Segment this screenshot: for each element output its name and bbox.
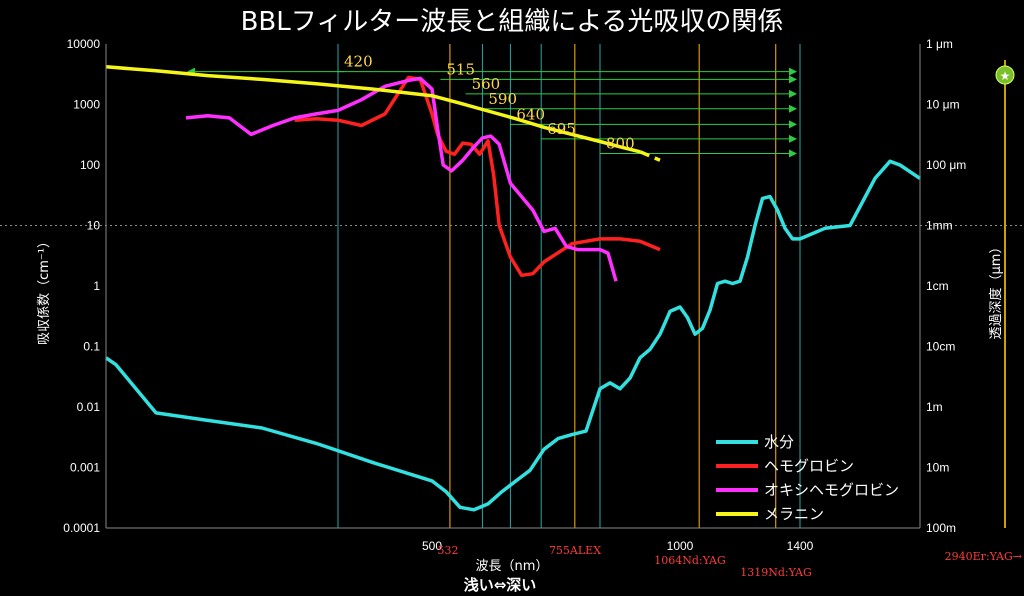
filter-label-640: 640 (516, 105, 545, 123)
filter-arrows (187, 67, 797, 158)
legend-label-0: 水分 (764, 433, 794, 451)
chart-title: BBLフィルター波長と組織による光吸収の関係 (241, 7, 784, 37)
filter-label-560: 560 (472, 75, 501, 93)
y-axis-label: 吸収係数（cm⁻¹） (37, 235, 52, 345)
right-tick-label: 1 μm (926, 37, 953, 51)
star-icon (995, 65, 1015, 85)
y-tick-label: 1 (93, 279, 100, 293)
series-group (105, 65, 921, 512)
series-line-3 (105, 65, 641, 154)
series-line-3-dashed (639, 150, 661, 162)
y-tick-labels: 10000 1000 100 10 1 0.1 0.01 0.001 0.0001 (63, 37, 100, 535)
legend-label-3: メラニン (764, 505, 824, 523)
y-tick-label: 0.1 (83, 340, 100, 354)
series-line-0 (105, 159, 921, 512)
wavelength-lines (337, 44, 801, 528)
right-tick-label: 1cm (926, 279, 949, 293)
star-glyph: ★ (1000, 69, 1011, 83)
x-axis-label: 波長（nm） (476, 559, 549, 574)
right-axis-label: 透過深度（μm） (988, 241, 1004, 340)
right-tick-label: 10m (926, 461, 949, 475)
filter-label-515: 515 (446, 60, 475, 78)
y-tick-label: 100 (80, 158, 100, 172)
legend-label-1: ヘモグロビン (764, 457, 854, 475)
depth-caption: 浅い⇔深い (464, 576, 537, 594)
right-tick-labels: 1 μm 10 μm 100 μm 1mm 1cm 10cm 1m 10m 100m (926, 37, 966, 535)
y-tick-label: 10 (87, 219, 101, 233)
y-tick-label: 10000 (67, 37, 101, 51)
right-tick-label: 100m (926, 521, 956, 535)
x-tick-label: 1000 (667, 539, 694, 553)
laser-label-1064: 1064Nd:YAG (654, 554, 726, 567)
laser-label-755: 755ALEX (549, 544, 601, 557)
filter-label-420: 420 (344, 53, 373, 71)
x-tick-label: 500 (422, 539, 442, 553)
y-tick-label: 0.0001 (63, 521, 100, 535)
laser-label-532: 532 (438, 544, 459, 557)
right-tick-label: 10cm (926, 340, 955, 354)
x-tick-labels: 500 1000 1400 (422, 539, 814, 553)
right-tick-label: 10 μm (926, 98, 960, 112)
y-tick-label: 0.001 (70, 461, 100, 475)
series-line-2 (185, 76, 618, 282)
filter-label-695: 695 (547, 120, 576, 138)
laser-label-1319: 1319Nd:YAG (740, 566, 812, 579)
x-tick-label: 1400 (787, 539, 814, 553)
right-tick-label: 1m (926, 400, 943, 414)
filter-label-590: 590 (488, 90, 517, 108)
right-tick-label: 1mm (926, 219, 953, 233)
legend-label-2: オキシヘモグロビン (764, 481, 899, 499)
filter-label-800: 800 (606, 134, 635, 152)
right-tick-label: 100 μm (926, 158, 966, 172)
laser-labels: 532 755ALEX 1064Nd:YAG 1319Nd:YAG 2940Er:YAG… (438, 544, 1023, 579)
laser-label-2940: 2940Er:YAG→ (945, 550, 1022, 563)
y-tick-label: 1000 (73, 98, 100, 112)
y-tick-label: 0.01 (77, 400, 101, 414)
